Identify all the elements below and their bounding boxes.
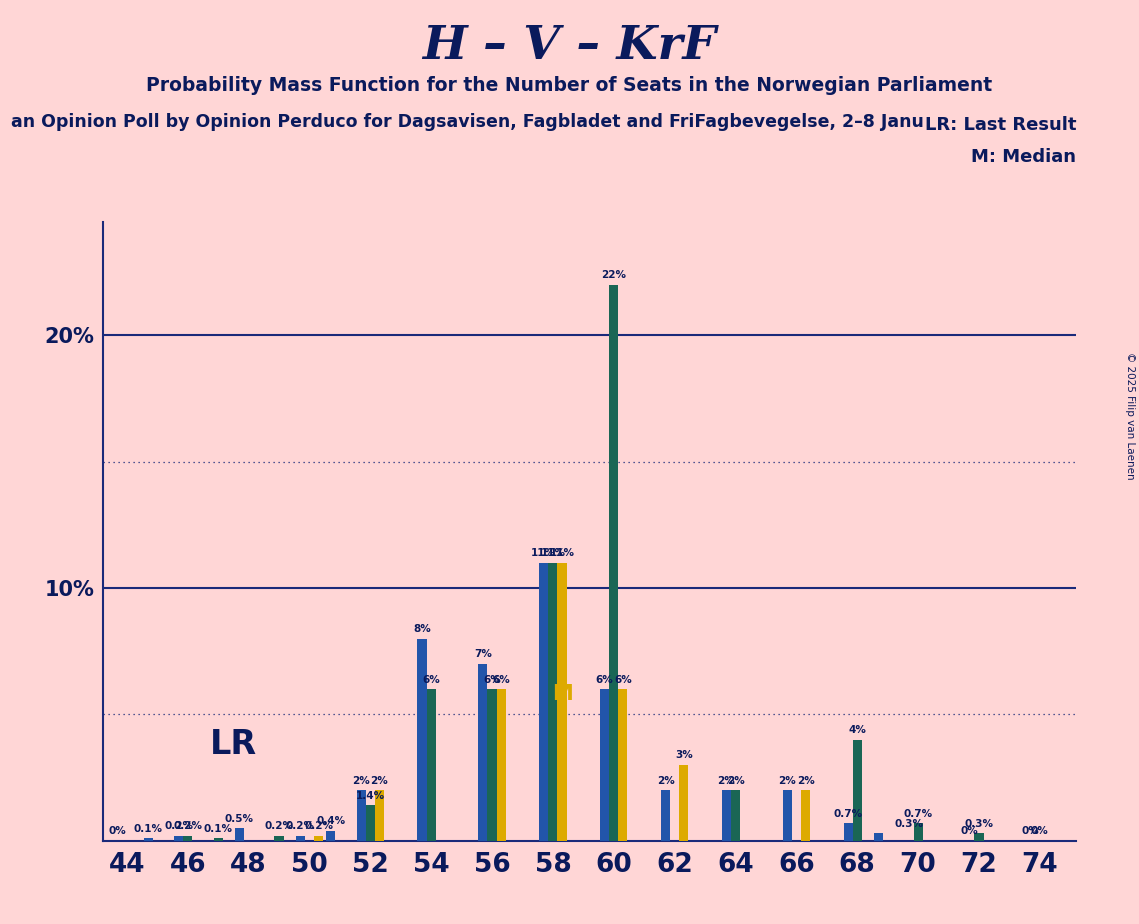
- Bar: [548, 563, 557, 841]
- Bar: [487, 689, 497, 841]
- Text: 2%: 2%: [796, 776, 814, 785]
- Text: 11%: 11%: [531, 548, 556, 558]
- Text: 2%: 2%: [718, 776, 736, 785]
- Bar: [600, 689, 609, 841]
- Text: an Opinion Poll by Opinion Perduco for Dagsavisen, Fagbladet and FriFagbevegelse: an Opinion Poll by Opinion Perduco for D…: [11, 113, 924, 130]
- Bar: [782, 790, 792, 841]
- Bar: [661, 790, 670, 841]
- Text: 0.2%: 0.2%: [164, 821, 194, 832]
- Text: 8%: 8%: [413, 624, 431, 634]
- Text: 0%: 0%: [961, 826, 978, 836]
- Bar: [722, 790, 731, 841]
- Text: 0.7%: 0.7%: [834, 808, 862, 819]
- Bar: [144, 838, 153, 841]
- Text: © 2025 Filip van Laenen: © 2025 Filip van Laenen: [1125, 352, 1134, 480]
- Bar: [427, 689, 436, 841]
- Bar: [731, 790, 740, 841]
- Bar: [326, 831, 335, 841]
- Text: 0.5%: 0.5%: [226, 814, 254, 823]
- Text: M: M: [551, 685, 573, 704]
- Bar: [314, 836, 323, 841]
- Bar: [801, 790, 810, 841]
- Bar: [366, 806, 375, 841]
- Text: Probability Mass Function for the Number of Seats in the Norwegian Parliament: Probability Mass Function for the Number…: [147, 76, 992, 95]
- Bar: [618, 689, 628, 841]
- Text: 6%: 6%: [614, 675, 632, 685]
- Text: 0.7%: 0.7%: [903, 808, 933, 819]
- Text: 7%: 7%: [474, 650, 492, 660]
- Text: 2%: 2%: [727, 776, 745, 785]
- Text: 6%: 6%: [596, 675, 614, 685]
- Text: 6%: 6%: [423, 675, 440, 685]
- Bar: [235, 828, 244, 841]
- Text: 0.4%: 0.4%: [317, 816, 345, 826]
- Bar: [557, 563, 566, 841]
- Bar: [497, 689, 506, 841]
- Text: 2%: 2%: [657, 776, 674, 785]
- Bar: [214, 838, 223, 841]
- Text: LR: Last Result: LR: Last Result: [925, 116, 1076, 133]
- Bar: [539, 563, 548, 841]
- Text: 0.3%: 0.3%: [894, 819, 924, 829]
- Bar: [183, 836, 192, 841]
- Text: 4%: 4%: [849, 725, 866, 736]
- Bar: [357, 790, 366, 841]
- Bar: [974, 833, 984, 841]
- Text: 6%: 6%: [492, 675, 510, 685]
- Bar: [853, 740, 862, 841]
- Text: M: Median: M: Median: [972, 148, 1076, 165]
- Text: 3%: 3%: [675, 750, 693, 760]
- Text: 11%: 11%: [540, 548, 565, 558]
- Text: 22%: 22%: [601, 271, 626, 280]
- Bar: [874, 833, 883, 841]
- Text: 2%: 2%: [352, 776, 370, 785]
- Bar: [418, 638, 427, 841]
- Bar: [375, 790, 384, 841]
- Text: 0.2%: 0.2%: [264, 821, 294, 832]
- Text: 0.2%: 0.2%: [173, 821, 203, 832]
- Bar: [478, 664, 487, 841]
- Text: 0%: 0%: [1031, 826, 1049, 836]
- Text: 1.4%: 1.4%: [355, 791, 385, 801]
- Text: 2%: 2%: [778, 776, 796, 785]
- Bar: [274, 836, 284, 841]
- Bar: [844, 823, 853, 841]
- Text: 2%: 2%: [370, 776, 388, 785]
- Bar: [174, 836, 183, 841]
- Text: 0.3%: 0.3%: [965, 819, 993, 829]
- Bar: [609, 285, 618, 841]
- Text: 0.2%: 0.2%: [286, 821, 314, 832]
- Text: 0%: 0%: [109, 826, 126, 836]
- Text: 0.2%: 0.2%: [304, 821, 333, 832]
- Bar: [679, 765, 688, 841]
- Bar: [913, 823, 923, 841]
- Text: 6%: 6%: [483, 675, 501, 685]
- Text: H – V – KrF: H – V – KrF: [423, 23, 716, 69]
- Text: 0%: 0%: [1022, 826, 1040, 836]
- Text: LR: LR: [210, 728, 257, 761]
- Bar: [296, 836, 305, 841]
- Text: 11%: 11%: [549, 548, 574, 558]
- Text: 0.1%: 0.1%: [204, 824, 232, 833]
- Text: 0.1%: 0.1%: [133, 824, 163, 833]
